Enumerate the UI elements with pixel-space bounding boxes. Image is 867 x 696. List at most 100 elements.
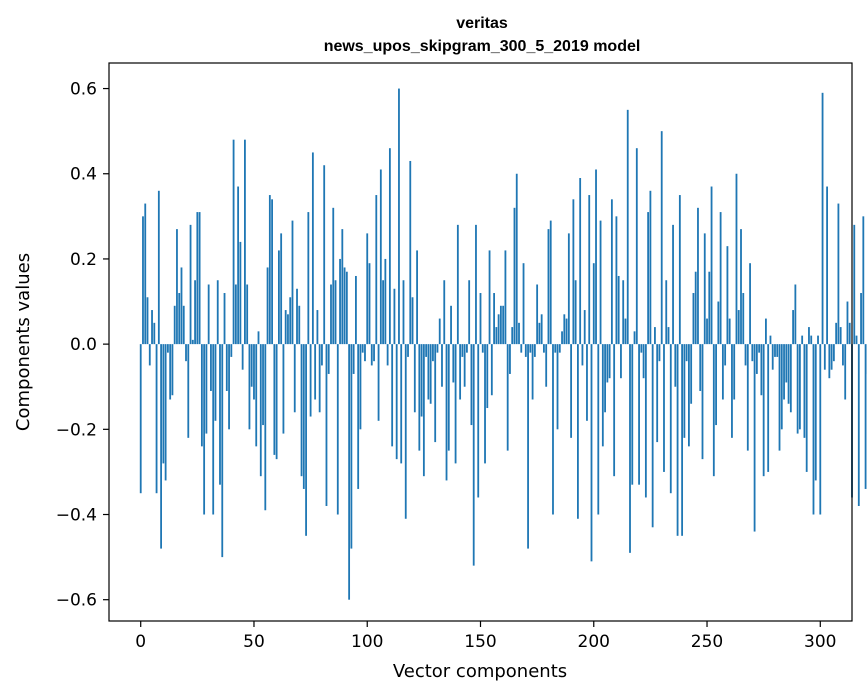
- bar-317: [857, 344, 860, 506]
- bar-69: [296, 288, 298, 345]
- bar-316: [855, 335, 858, 345]
- bar-110: [388, 148, 391, 345]
- bar-114: [398, 88, 400, 345]
- bar-1: [142, 216, 144, 345]
- bar-149: [477, 344, 480, 498]
- bar-193: [577, 344, 579, 519]
- bar-67: [291, 220, 294, 345]
- y-tick-label: −0.2: [56, 420, 97, 440]
- bar-85: [332, 207, 335, 345]
- bar-26: [198, 212, 201, 345]
- bar-308: [837, 203, 840, 345]
- bar-134: [443, 280, 446, 345]
- bar-252: [710, 186, 713, 345]
- bar-15: [173, 305, 176, 345]
- bar-27: [200, 344, 203, 447]
- bar-260: [728, 318, 731, 345]
- bar-18: [180, 267, 183, 345]
- bar-268: [746, 344, 749, 451]
- bar-72: [302, 344, 305, 489]
- bar-278: [769, 335, 772, 345]
- bar-59: [273, 344, 276, 455]
- bar-90: [343, 267, 346, 345]
- bar-62: [280, 233, 283, 345]
- bar-49: [250, 344, 253, 387]
- bar-142: [461, 344, 464, 357]
- bar-217: [631, 344, 634, 485]
- bar-282: [778, 344, 781, 451]
- bar-107: [382, 280, 384, 345]
- bar-130: [434, 344, 437, 443]
- chart-title: veritas: [456, 15, 508, 32]
- bar-137: [450, 305, 452, 345]
- x-axis-ticks: 0 50 100 150 200 250 300: [135, 621, 837, 652]
- bar-261: [731, 344, 733, 438]
- bar-190: [570, 344, 573, 438]
- bar-226: [651, 344, 654, 528]
- bar-285: [785, 344, 788, 383]
- bar-293: [803, 344, 806, 438]
- bar-111: [391, 344, 394, 447]
- bar-51: [255, 344, 258, 447]
- bar-267: [744, 344, 747, 366]
- bar-94: [352, 344, 355, 374]
- bar-108: [384, 258, 387, 345]
- bar-32: [212, 344, 215, 515]
- bar-117: [404, 344, 407, 519]
- bar-241: [685, 344, 688, 362]
- bar-162: [506, 344, 509, 451]
- bar-74: [307, 212, 310, 345]
- bar-273: [758, 344, 761, 353]
- bar-44: [239, 241, 242, 345]
- bar-291: [798, 344, 801, 430]
- x-tick-label: 0: [135, 632, 146, 652]
- y-tick-label: −0.4: [56, 506, 97, 526]
- bar-66: [289, 297, 292, 345]
- bar-198: [588, 195, 591, 345]
- bar-0: [139, 344, 142, 494]
- bar-275: [762, 344, 765, 477]
- bar-237: [676, 344, 679, 536]
- bar-28: [203, 344, 206, 515]
- bar-89: [341, 229, 344, 345]
- bar-70: [298, 305, 301, 345]
- bar-288: [792, 310, 795, 345]
- bar-140: [456, 224, 459, 345]
- y-tick-label: 0.2: [70, 250, 97, 270]
- bar-301: [821, 92, 824, 345]
- bar-306: [832, 344, 835, 362]
- bar-213: [622, 280, 625, 345]
- bar-21: [187, 344, 190, 438]
- bar-101: [368, 263, 371, 345]
- bar-231: [663, 344, 665, 472]
- bar-47: [246, 284, 249, 345]
- bar-179: [545, 344, 548, 387]
- bar-123: [418, 344, 421, 451]
- bar-155: [490, 344, 493, 396]
- bar-159: [499, 305, 502, 345]
- bar-143: [463, 344, 466, 387]
- bar-232: [665, 280, 668, 345]
- bar-172: [529, 344, 532, 353]
- bar-173: [531, 344, 534, 400]
- bar-73: [305, 344, 307, 536]
- bar-258: [724, 344, 727, 366]
- bar-209: [613, 344, 616, 477]
- bar-182: [552, 344, 554, 515]
- bar-227: [654, 327, 656, 345]
- bar-211: [617, 275, 620, 345]
- bar-60: [275, 344, 278, 460]
- bar-92: [348, 344, 351, 600]
- bar-206: [606, 344, 609, 383]
- bar-219: [635, 148, 638, 345]
- bar-220: [638, 344, 640, 485]
- bar-35: [219, 344, 221, 485]
- bar-48: [248, 344, 251, 430]
- bar-118: [407, 344, 409, 357]
- bar-127: [427, 344, 430, 400]
- bar-170: [524, 344, 527, 357]
- bar-191: [572, 199, 575, 345]
- bar-277: [767, 344, 770, 472]
- bar-214: [624, 318, 627, 345]
- bar-265: [740, 229, 742, 345]
